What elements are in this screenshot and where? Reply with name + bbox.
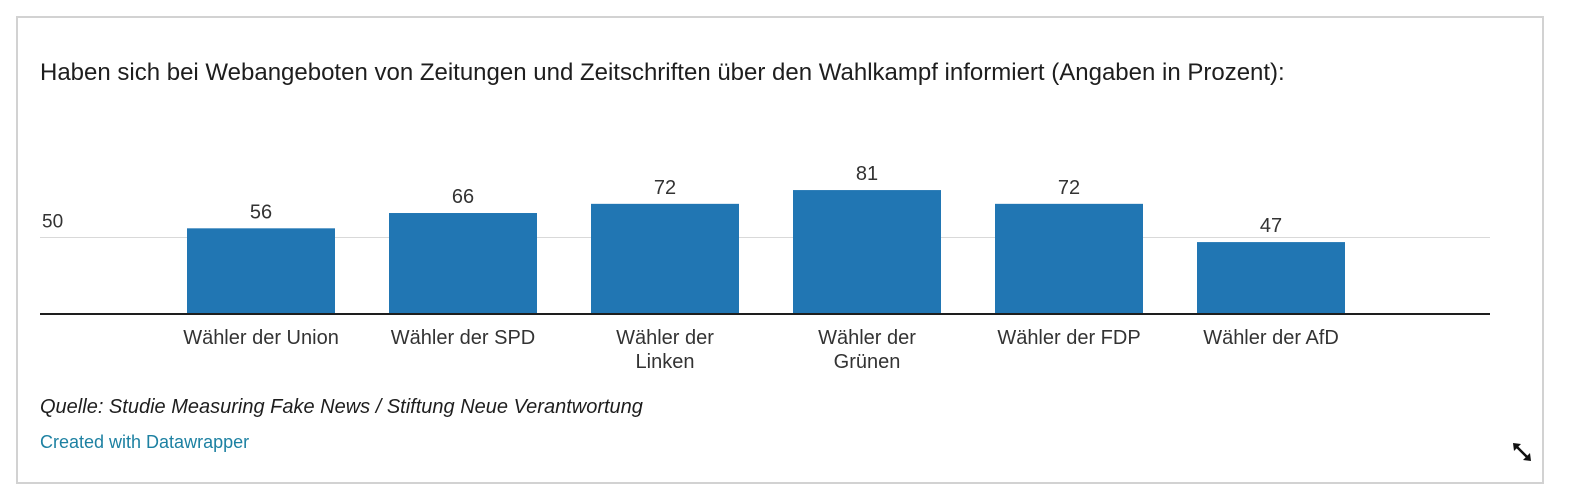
bar[interactable] bbox=[591, 203, 739, 314]
bar-chart: 50 56 66 72 81 72 47 bbox=[40, 163, 1490, 315]
bar-value-label: 47 bbox=[1260, 215, 1282, 237]
bar-value-label: 72 bbox=[1058, 177, 1080, 199]
chart-source: Quelle: Studie Measuring Fake News / Sti… bbox=[40, 396, 643, 418]
chart-container: Haben sich bei Webangeboten von Zeitunge… bbox=[16, 16, 1544, 484]
x-category-label: Wähler der Grünen bbox=[767, 326, 967, 374]
bar[interactable] bbox=[389, 213, 537, 314]
x-category-label-line: Linken bbox=[635, 351, 695, 373]
bar[interactable] bbox=[187, 228, 335, 314]
bar-value-label: 56 bbox=[250, 201, 272, 223]
datawrapper-credit-link[interactable]: Created with Datawrapper bbox=[40, 432, 250, 452]
bar-value-label: 66 bbox=[452, 186, 474, 208]
x-category-label-line: Wähler der Union bbox=[183, 327, 339, 349]
bar[interactable] bbox=[1197, 242, 1345, 314]
bar[interactable] bbox=[995, 203, 1143, 314]
x-category-label-line: Wähler der FDP bbox=[997, 327, 1141, 349]
x-category-label-line: Wähler der bbox=[818, 327, 916, 349]
bar[interactable] bbox=[793, 190, 941, 314]
x-category-label-line: Wähler der AfD bbox=[1203, 327, 1339, 349]
x-category-label: Wähler der Linken bbox=[565, 326, 765, 374]
x-category-label: Wähler der FDP bbox=[969, 326, 1169, 350]
x-category-label-line: Wähler der SPD bbox=[390, 327, 536, 349]
x-category-label: Wähler der SPD bbox=[363, 326, 563, 350]
resize-diagonal-icon[interactable] bbox=[1510, 440, 1534, 464]
x-category-label: Wähler der Union bbox=[161, 326, 361, 350]
x-category-label-line: Wähler der bbox=[616, 327, 714, 349]
bar-value-label: 81 bbox=[856, 163, 878, 185]
x-category-label: Wähler der AfD bbox=[1171, 326, 1371, 350]
bar-value-label: 72 bbox=[654, 177, 676, 199]
y-tick-label: 50 bbox=[42, 212, 63, 233]
chart-title: Haben sich bei Webangeboten von Zeitunge… bbox=[40, 59, 1285, 86]
x-category-label-line: Grünen bbox=[833, 351, 901, 373]
